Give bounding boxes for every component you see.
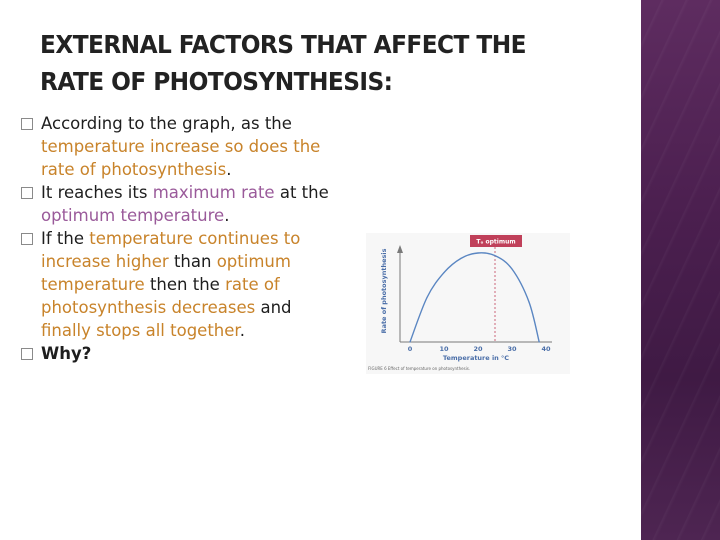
bullet-item: If the temperature continues to increase… [20, 227, 330, 342]
curve-data-point [538, 341, 540, 343]
decorative-side-panel [641, 0, 720, 540]
x-axis-label: Temperature in °C [443, 354, 509, 362]
optimum-label: Tₒ optimum [476, 239, 515, 246]
bullet-item: Why? [20, 342, 330, 365]
bullet-box-icon [21, 118, 33, 130]
bullet-box-icon [21, 348, 33, 360]
panel-texture [641, 0, 720, 540]
slide-title: EXTERNAL FACTORS THAT AFFECT THE RATE OF… [40, 26, 579, 100]
x-tick-label: 0 [408, 345, 413, 353]
temperature-graph-figure: Rate of photosynthesis Temperature in °C… [366, 233, 570, 374]
x-tick-label: 10 [439, 345, 449, 353]
bullet-text-segment: optimum temperature [41, 206, 225, 225]
figure-caption: FIGURE 6 Effect of temperature on photos… [368, 366, 470, 371]
slide-title-line-1: EXTERNAL FACTORS THAT AFFECT THE [40, 30, 526, 59]
slide-title-line-2: RATE OF PHOTOSYNTHESIS: [40, 67, 393, 96]
bullet-text-segment: temperature increase so does the rate of… [41, 137, 321, 179]
curve-data-point [494, 255, 496, 257]
curve-data-point [528, 301, 530, 303]
bullet-text-segment: . [239, 321, 245, 340]
bullet-item: It reaches its maximum rate at the optim… [20, 181, 330, 227]
curve-data-point [409, 341, 411, 343]
bullet-text-segment: temperature continues to increase higher [41, 229, 301, 271]
bullet-text-segment: than [168, 252, 217, 271]
bullet-text-segment: at the [274, 183, 329, 202]
bullet-item: According to the graph, as the temperatu… [20, 112, 330, 181]
bullet-text-segment: maximum rate [152, 183, 275, 202]
bullet-text-segment: Why? [41, 344, 92, 363]
bullet-text-segment: and [255, 298, 292, 317]
bullet-text-segment: It reaches its [41, 183, 153, 202]
x-tick-label: 30 [507, 345, 517, 353]
y-axis-arrow-icon [397, 245, 403, 253]
optimum-label-box [470, 235, 522, 247]
curve-data-point [443, 271, 445, 274]
bullet-text-segment: . [226, 160, 232, 179]
photosynthesis-rate-curve [409, 252, 540, 343]
curve-data-point [477, 252, 479, 254]
bullet-text-segment: optimum temperature [41, 252, 291, 294]
curve-data-point [511, 268, 513, 270]
bullet-list: According to the graph, as the temperatu… [20, 112, 330, 365]
bullet-box-icon [21, 233, 33, 245]
bullet-text-segment: . [224, 206, 230, 225]
bullet-text-segment: According to the graph, as the [41, 114, 292, 133]
bullet-text-segment: rate of photosynthesis decreases [41, 275, 280, 317]
curve-data-point [460, 257, 462, 259]
x-tick-label: 20 [473, 345, 483, 353]
x-tick-label: 40 [541, 345, 551, 353]
bullet-text-segment: If the [41, 229, 90, 248]
y-axis-label: Rate of photosynthesis [380, 248, 388, 333]
bullet-box-icon [21, 187, 33, 199]
bullet-text-segment: then the [144, 275, 226, 294]
temperature-graph: Rate of photosynthesis Temperature in °C… [368, 235, 552, 371]
bullet-text-segment: finally stops all together [41, 321, 240, 340]
curve-data-point [426, 296, 428, 299]
